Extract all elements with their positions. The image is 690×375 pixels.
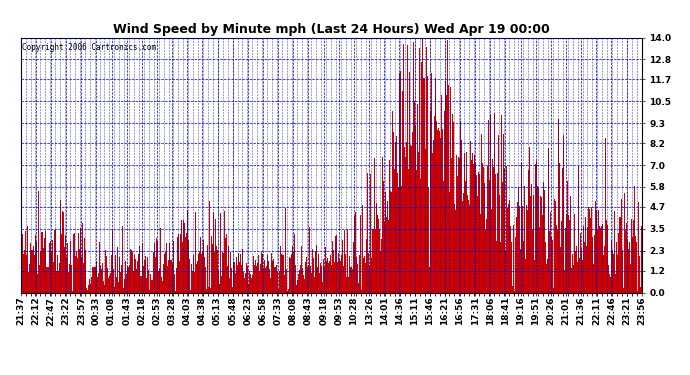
Title: Wind Speed by Minute mph (Last 24 Hours) Wed Apr 19 00:00: Wind Speed by Minute mph (Last 24 Hours)…: [113, 23, 549, 36]
Text: Copyright 2006 Cartronics.com: Copyright 2006 Cartronics.com: [22, 43, 156, 52]
